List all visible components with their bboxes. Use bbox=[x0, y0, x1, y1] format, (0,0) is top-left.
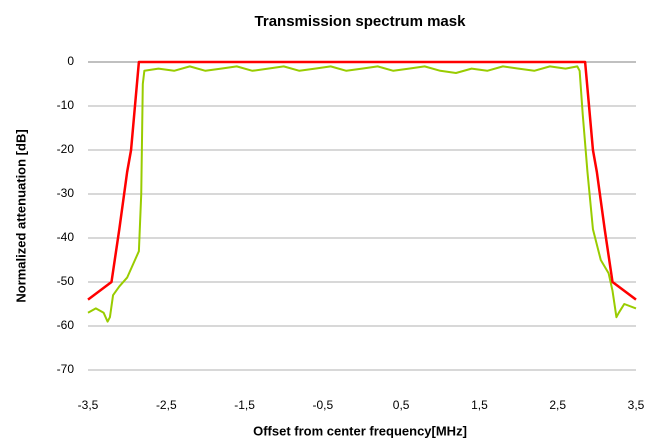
chart-title: Transmission spectrum mask bbox=[255, 13, 467, 30]
y-tick-label: -40 bbox=[57, 230, 75, 244]
series-line bbox=[87, 60, 637, 301]
x-tick-label: -2,5 bbox=[156, 398, 177, 412]
x-tick-label: 1,5 bbox=[471, 398, 488, 412]
y-tick-label: -30 bbox=[57, 186, 75, 200]
x-tick-label: 2,5 bbox=[549, 398, 566, 412]
x-tick-label: -1,5 bbox=[234, 398, 255, 412]
y-tick-label: -10 bbox=[57, 98, 75, 112]
x-axis-label: Offset from center frequency[MHz] bbox=[253, 423, 467, 438]
y-tick-label: -20 bbox=[57, 142, 75, 156]
y-axis-label: Normalized attenuation [dB] bbox=[13, 129, 28, 302]
x-tick-label: -0,5 bbox=[313, 398, 334, 412]
y-tick-label: -50 bbox=[57, 274, 75, 288]
series-line bbox=[87, 65, 637, 323]
x-tick-label: 0,5 bbox=[393, 398, 410, 412]
x-tick-label: 3,5 bbox=[628, 398, 645, 412]
y-tick-label: -70 bbox=[57, 362, 75, 376]
y-tick-label: 0 bbox=[67, 54, 74, 68]
x-tick-label: -3,5 bbox=[78, 398, 99, 412]
y-tick-label: -60 bbox=[57, 318, 75, 332]
